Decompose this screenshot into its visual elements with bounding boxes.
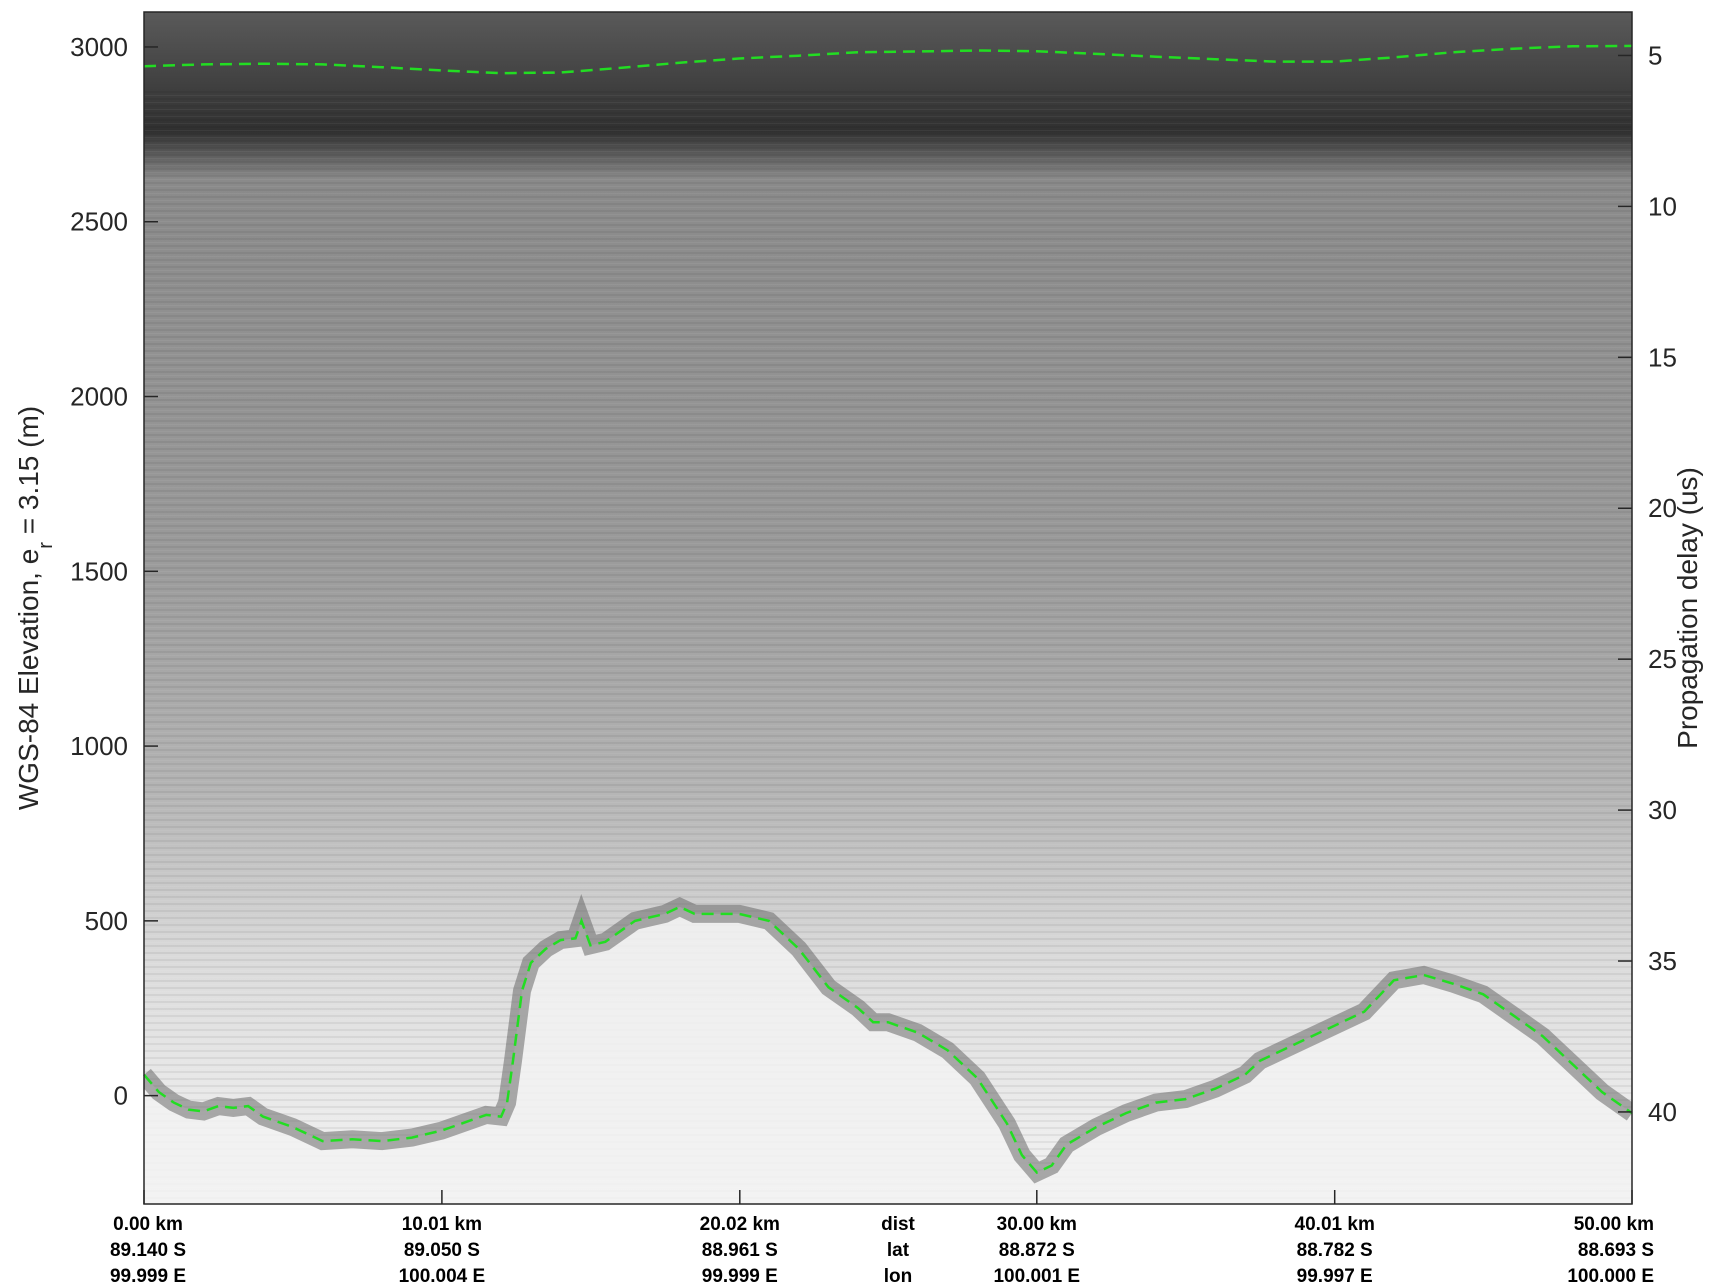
right-tick-label: 25	[1648, 644, 1677, 674]
bottom-lon-label: 100.004 E	[399, 1266, 486, 1286]
right-tick-label: 30	[1648, 795, 1677, 825]
right-tick-label: 20	[1648, 493, 1677, 523]
left-tick-label: 0	[114, 1081, 128, 1111]
bottom-row-name-dist: dist	[881, 1214, 915, 1235]
bottom-lon-label: 100.001 E	[993, 1266, 1080, 1286]
bottom-lat-label: 88.961 S	[702, 1240, 778, 1261]
left-tick-label: 2000	[70, 382, 128, 412]
left-axis-title-subscript: r	[35, 542, 57, 549]
bottom-lat-label: 88.693 S	[1578, 1240, 1654, 1261]
left-tick-label: 1000	[70, 731, 128, 761]
left-tick-label: 2500	[70, 207, 128, 237]
left-axis-title-main: WGS-84 Elevation, e	[13, 549, 44, 810]
bottom-dist-label: 0.00 km	[113, 1214, 183, 1235]
bed-pick-line	[143, 905, 1633, 1175]
left-tick-label: 1500	[70, 556, 128, 586]
right-axis-title: Propagation delay (us)	[1672, 467, 1703, 749]
bottom-dist-label: 40.01 km	[1295, 1214, 1375, 1235]
right-delay-axis: 5 10 15 20 25 30 35 40	[1618, 40, 1677, 1127]
bottom-dist-label: 20.02 km	[700, 1214, 780, 1235]
left-elevation-axis: 3000 2500 2000 1500 1000 500 0	[70, 32, 158, 1111]
bottom-lon-label: 99.999 E	[702, 1266, 778, 1286]
bottom-row-name-lon: lon	[884, 1266, 913, 1286]
left-tick-label: 3000	[70, 32, 128, 62]
radar-image	[144, 12, 1632, 1204]
right-tick-label: 40	[1648, 1097, 1677, 1127]
bottom-row-name-lat: lat	[887, 1240, 910, 1261]
below-bed-region	[144, 906, 1632, 1204]
bottom-dist-label: 10.01 km	[402, 1214, 482, 1235]
right-tick-label: 35	[1648, 946, 1677, 976]
bottom-distance-axis: 0.00 km 89.140 S 99.999 E 10.01 km 89.050 S 1…	[110, 1190, 1654, 1286]
bottom-lon-label: 99.997 E	[1297, 1266, 1373, 1286]
bottom-lon-label: 99.999 E	[110, 1266, 186, 1286]
left-axis-title: WGS-84 Elevation, er = 3.15 (m)	[13, 406, 57, 810]
bottom-lat-label: 88.782 S	[1297, 1240, 1373, 1261]
right-tick-label: 15	[1648, 342, 1677, 372]
left-axis-title-suffix: = 3.15 (m)	[13, 406, 44, 542]
right-tick-label: 5	[1648, 40, 1662, 70]
bottom-lat-label: 89.050 S	[404, 1240, 480, 1261]
right-tick-label: 10	[1648, 191, 1677, 221]
bottom-dist-label: 30.00 km	[997, 1214, 1077, 1235]
bottom-lat-label: 89.140 S	[110, 1240, 186, 1261]
bottom-lon-label: 100.000 E	[1567, 1266, 1654, 1286]
plot-frame	[143, 11, 1633, 1205]
bottom-lat-label: 88.872 S	[999, 1240, 1075, 1261]
surface-pick-line	[143, 44, 1633, 75]
bottom-dist-label: 50.00 km	[1574, 1214, 1654, 1235]
left-tick-label: 500	[85, 906, 128, 936]
